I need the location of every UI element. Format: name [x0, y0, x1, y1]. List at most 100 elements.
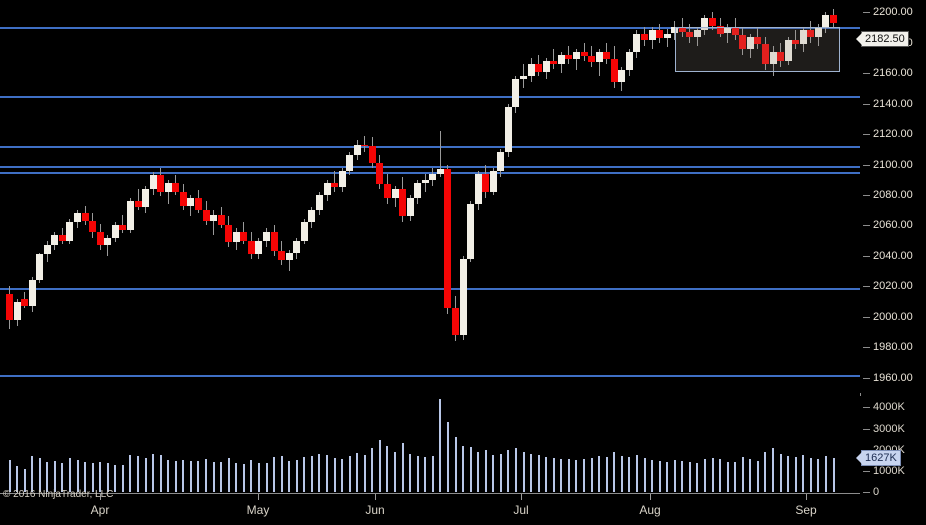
volume-bar: [780, 453, 782, 492]
volume-bar: [795, 456, 797, 492]
hline-resistance-2145[interactable]: [0, 96, 860, 98]
candle-body: [649, 30, 656, 40]
volume-bar: [273, 457, 275, 492]
candle-body: [210, 214, 217, 221]
candle: [339, 0, 346, 393]
volume-bar: [712, 457, 714, 492]
candle-body: [543, 60, 550, 72]
volume-bar: [681, 461, 683, 492]
candle-body: [482, 173, 489, 192]
volume-bar: [628, 456, 630, 492]
candle-body: [467, 204, 474, 259]
candle-body: [512, 79, 519, 107]
volume-bar: [394, 451, 396, 492]
volume-bar: [364, 454, 366, 492]
candle-wick: [584, 42, 585, 61]
candle-body: [301, 222, 308, 241]
volume-bar: [462, 445, 464, 492]
candle: [112, 0, 119, 393]
time-tick-mark: [100, 494, 101, 500]
volume-chart-panel[interactable]: [0, 396, 860, 493]
candle-body: [142, 188, 149, 208]
price-tick-label: 1960.00: [873, 371, 913, 384]
candle-body: [490, 170, 497, 192]
candle: [399, 0, 406, 393]
volume-bar: [288, 460, 290, 492]
candle: [603, 0, 610, 393]
hline-resistance-2112[interactable]: [0, 146, 860, 148]
candle: [392, 0, 399, 393]
volume-bar: [644, 458, 646, 492]
volume-bar: [810, 457, 812, 492]
candle: [770, 0, 777, 393]
volume-bar: [523, 451, 525, 492]
candle-body: [664, 33, 671, 39]
volume-bar: [636, 455, 638, 492]
volume-bar: [303, 456, 305, 492]
candle: [225, 0, 232, 393]
current-price-label: 2182.50: [856, 30, 909, 47]
candle-body: [475, 173, 482, 205]
candle-body: [104, 237, 111, 246]
volume-bar: [817, 458, 819, 492]
candle: [528, 0, 535, 393]
volume-bar: [371, 447, 373, 492]
candle: [520, 0, 527, 393]
volume-bar: [492, 454, 494, 492]
hline-support-2095[interactable]: [0, 172, 860, 174]
candle-body: [671, 27, 678, 34]
candle: [444, 0, 451, 393]
candle: [467, 0, 474, 393]
time-tick-mark: [375, 494, 376, 500]
volume-tick-mark: [863, 429, 870, 430]
volume-bar: [583, 459, 585, 492]
time-axis[interactable]: Apr May Jun Jul Aug Sep: [0, 493, 860, 525]
price-tick-mark: [863, 104, 870, 105]
candle-body: [263, 231, 270, 241]
hline-support-2019[interactable]: [0, 288, 860, 290]
volume-bar: [560, 458, 562, 492]
copyright-watermark: © 2016 NinjaTrader, LLC: [3, 489, 114, 500]
candle-body: [271, 231, 278, 252]
hline-resistance-2099[interactable]: [0, 166, 860, 168]
candle: [172, 0, 179, 393]
candle-body: [460, 258, 467, 336]
candle: [271, 0, 278, 393]
candle-body: [51, 234, 58, 246]
price-tick-mark: [863, 286, 870, 287]
candle-wick: [599, 48, 600, 77]
candle-body: [407, 198, 414, 217]
volume-bar: [787, 455, 789, 492]
volume-axis[interactable]: 4000K3000K2000K1000K0 1627K: [856, 396, 926, 498]
volume-bar: [704, 459, 706, 492]
candle-body: [754, 36, 761, 45]
candle-wick: [440, 131, 441, 177]
candle-body: [701, 18, 708, 31]
volume-bar: [61, 463, 63, 492]
candle: [482, 0, 489, 393]
price-tick-label: 1980.00: [873, 341, 913, 354]
volume-bar: [9, 460, 11, 492]
volume-bar: [613, 452, 615, 492]
candle-wick: [364, 135, 365, 153]
candle-body: [354, 144, 361, 156]
price-axis[interactable]: 2200.002180.002160.002140.002120.002100.…: [856, 0, 926, 393]
candle-body: [686, 31, 693, 37]
candle: [792, 0, 799, 393]
volume-bar: [69, 458, 71, 492]
candle: [248, 0, 255, 393]
candle-wick: [168, 179, 169, 205]
time-axis-line: [0, 493, 860, 494]
hline-resistance-2190[interactable]: [0, 27, 860, 29]
price-chart-panel[interactable]: [0, 0, 860, 393]
hline-support-1962[interactable]: [0, 375, 860, 377]
volume-bar: [591, 457, 593, 492]
volume-bar: [84, 461, 86, 492]
candle-wick: [190, 194, 191, 217]
candle: [263, 0, 270, 393]
volume-bar: [99, 462, 101, 492]
candle-body: [497, 152, 504, 171]
candle-body: [717, 25, 724, 34]
candle: [490, 0, 497, 393]
volume-bar: [575, 460, 577, 492]
